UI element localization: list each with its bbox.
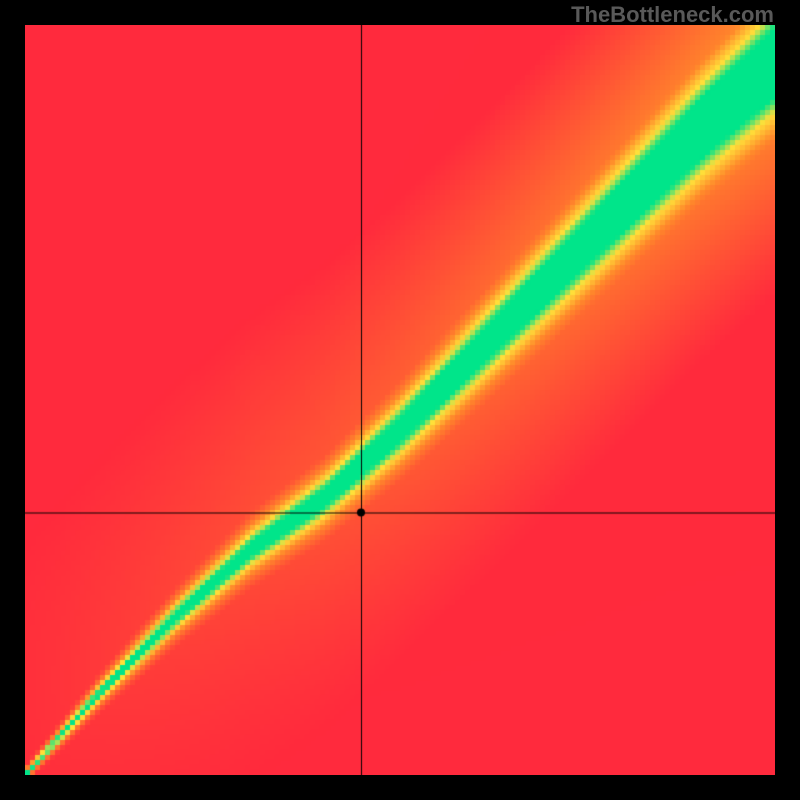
- bottleneck-heatmap: [25, 25, 775, 775]
- watermark-text: TheBottleneck.com: [571, 2, 774, 28]
- chart-container: TheBottleneck.com: [0, 0, 800, 800]
